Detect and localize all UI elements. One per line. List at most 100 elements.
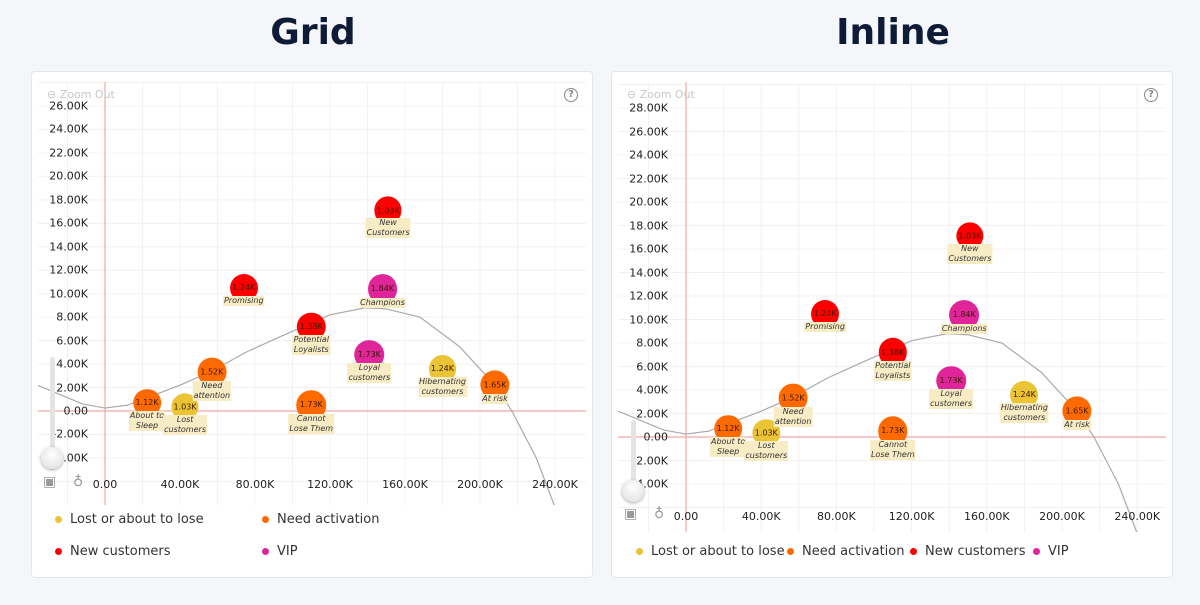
lasso-select-icon[interactable]: ♁ xyxy=(73,474,84,490)
y-tick-label: 18.00K xyxy=(49,193,88,207)
legend-item-new[interactable]: New customers xyxy=(910,544,1025,559)
x-tick-label: 0.00 xyxy=(92,478,118,491)
legend-item-new[interactable]: New customers xyxy=(55,544,170,559)
bubble-label: New Customers xyxy=(365,218,411,239)
legend-label: Lost or about to lose xyxy=(70,512,204,527)
zoom-slider-thumb[interactable] xyxy=(41,447,63,469)
zoom-out-icon: ⊖ xyxy=(47,88,60,101)
y-tick-label: 4.00K xyxy=(56,357,88,371)
legend-item-vip[interactable]: VIP xyxy=(262,544,298,559)
y-tick-label: 24.00K xyxy=(629,148,668,162)
legend-label: Lost or about to lose xyxy=(651,544,785,559)
zoom-out-icon: ⊖ xyxy=(627,88,640,101)
legend-dot-icon xyxy=(1033,548,1040,555)
legend-item-vip[interactable]: VIP xyxy=(1033,544,1069,559)
bubble-label: At risk xyxy=(1063,419,1091,430)
y-tick-label: 16.00K xyxy=(49,216,88,230)
y-tick-label: 8.00K xyxy=(636,336,668,350)
x-tick-label: 120.00K xyxy=(888,510,935,523)
y-tick-label: -2.00K xyxy=(52,427,88,441)
bubble-label: Hibernating customers xyxy=(417,376,468,397)
legend-dot-icon xyxy=(262,516,269,523)
legend-item-lost[interactable]: Lost or about to lose xyxy=(636,544,785,559)
legend-item-need[interactable]: Need activation xyxy=(787,544,905,559)
chart-card xyxy=(611,71,1173,578)
x-tick-label: 240.00K xyxy=(532,478,578,491)
y-tick-label: 12.00K xyxy=(629,289,668,303)
zoom-out-button[interactable]: ⊖ Zoom Out xyxy=(627,88,695,101)
y-tick-label: 14.00K xyxy=(49,240,88,254)
bubble-label: Champions xyxy=(940,323,988,334)
bubble-label: Potential Loyalists xyxy=(292,334,330,355)
bubble-label: Potential Loyalists xyxy=(874,360,912,381)
bubble-label: About to Sleep xyxy=(128,410,166,431)
legend-dot-icon xyxy=(55,548,62,555)
y-tick-label: 6.00K xyxy=(56,334,88,348)
rectangle-select-icon[interactable]: ▣ xyxy=(624,506,638,522)
bubble-label: Need attention xyxy=(192,380,232,401)
bubble-label: Loyal customers xyxy=(347,363,392,384)
bubble-label: Cannot Lose Them xyxy=(288,413,335,434)
y-tick-label: 20.00K xyxy=(49,169,88,183)
rectangle-select-icon[interactable]: ▣ xyxy=(43,474,57,490)
x-tick-label: 160.00K xyxy=(382,478,428,491)
y-tick-label: 14.00K xyxy=(629,266,668,279)
legend-item-need[interactable]: Need activation xyxy=(262,512,380,527)
y-tick-label: -2.00K xyxy=(632,454,668,467)
y-tick-label: 24.00K xyxy=(49,122,88,136)
lasso-select-icon[interactable]: ♁ xyxy=(654,506,665,522)
x-tick-label: 0.00 xyxy=(673,510,699,523)
x-tick-label: 80.00K xyxy=(817,510,856,523)
y-tick-label: 10.00K xyxy=(629,313,668,326)
y-tick-label: 2.00K xyxy=(56,381,88,395)
bubble-label: Cannot Lose Them xyxy=(869,439,916,460)
zoom-out-label: Zoom Out xyxy=(639,88,695,101)
bubble-label: About to Sleep xyxy=(709,436,747,457)
zoom-out-label: Zoom Out xyxy=(59,88,115,101)
y-tick-label: 22.00K xyxy=(629,172,668,185)
legend-label: New customers xyxy=(925,544,1026,559)
legend-dot-icon xyxy=(787,548,794,555)
x-tick-label: 200.00K xyxy=(457,478,503,491)
bubble-label: New Customers xyxy=(947,243,993,264)
legend-dot-icon xyxy=(262,548,269,555)
x-tick-label: 40.00K xyxy=(160,478,200,491)
legend-label: VIP xyxy=(277,544,298,559)
x-tick-label: 200.00K xyxy=(1039,510,1085,523)
y-tick-label: 8.00K xyxy=(56,310,88,324)
legend-dot-icon xyxy=(910,548,917,555)
bubble-label: Champions xyxy=(359,297,406,308)
x-tick-label: 80.00K xyxy=(235,478,275,491)
zoom-slider-track[interactable] xyxy=(631,420,636,496)
y-tick-label: 12.00K xyxy=(49,263,88,277)
y-tick-label: 2.00K xyxy=(636,407,668,420)
y-tick-label: 22.00K xyxy=(49,146,88,160)
y-tick-label: 18.00K xyxy=(629,219,668,232)
zoom-slider-thumb[interactable] xyxy=(622,480,644,502)
bubble-label: At risk xyxy=(481,393,509,404)
legend-dot-icon xyxy=(636,548,643,555)
bubble-label: Need attention xyxy=(773,406,813,427)
bubble-label: Hibernating customers xyxy=(999,402,1049,423)
y-tick-label: 20.00K xyxy=(629,195,668,209)
bubble-label: Lost customers xyxy=(163,414,207,435)
zoom-out-button[interactable]: ⊖ Zoom Out xyxy=(47,88,115,101)
bubble-label: Lost customers xyxy=(744,440,789,461)
legend-label: Need activation xyxy=(802,544,905,559)
y-tick-label: 28.00K xyxy=(629,101,668,115)
x-tick-label: 40.00K xyxy=(741,510,781,523)
bubble-label: Promising xyxy=(222,295,265,306)
help-icon[interactable]: ? xyxy=(564,88,578,102)
zoom-slider-track[interactable] xyxy=(50,357,55,470)
x-tick-label: 120.00K xyxy=(307,478,353,491)
legend-item-lost[interactable]: Lost or about to lose xyxy=(55,512,204,527)
legend-dot-icon xyxy=(55,516,62,523)
legend-label: New customers xyxy=(70,544,171,559)
y-tick-label: 26.00K xyxy=(629,125,668,138)
y-tick-label: 16.00K xyxy=(629,242,668,256)
y-tick-label: 0.00 xyxy=(63,404,89,418)
bubble-label: Promising xyxy=(804,321,846,332)
y-tick-label: 26.00K xyxy=(49,99,88,113)
chart-title-grid: Grid xyxy=(270,12,356,53)
help-icon[interactable]: ? xyxy=(1144,88,1158,102)
